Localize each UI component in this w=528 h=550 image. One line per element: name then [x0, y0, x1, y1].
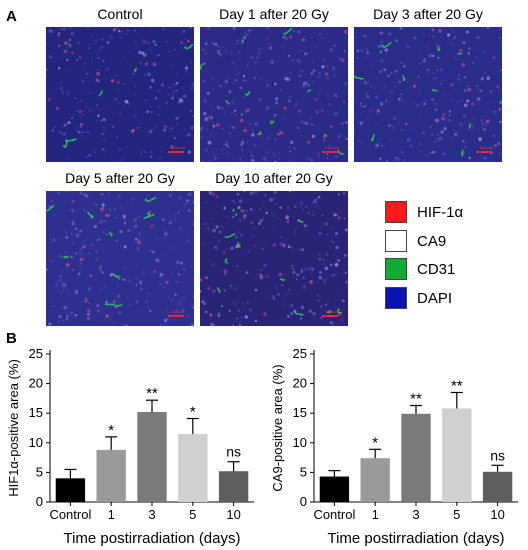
x-axis-title: Time postirradiation (days)	[327, 530, 504, 547]
legend-item-cd31: CD31	[385, 257, 455, 281]
image-title-control: Control	[97, 6, 143, 22]
x-tick-label: 1	[108, 507, 115, 522]
ca9-bar-chart: 0 5 10 15 20 25 Control 1 * 3 ** 5 ** 10 ns CA9-positiv…	[270, 346, 518, 547]
micrograph-day10: 100 μm	[200, 191, 348, 326]
significance-label: **	[146, 385, 158, 402]
x-tick-label: Control	[49, 507, 91, 522]
legend-label-hif1a: HIF-1α	[417, 203, 464, 221]
legend-item-dapi: DAPI	[385, 286, 452, 310]
x-tick-label: 10	[226, 507, 240, 522]
significance-label: ns	[226, 444, 241, 460]
legend-swatch-hif1a	[385, 201, 407, 223]
legend-label-cd31: CD31	[417, 260, 456, 278]
legend-label-dapi: DAPI	[417, 289, 453, 307]
image-title-day5: Day 5 after 20 Gy	[65, 170, 175, 186]
significance-label: *	[372, 434, 378, 451]
x-tick-label: 3	[148, 507, 155, 522]
image-title-day3: Day 3 after 20 Gy	[373, 6, 483, 22]
micrograph-texture	[354, 27, 502, 162]
bar	[319, 476, 350, 502]
micrograph-texture	[200, 27, 348, 162]
legend-label-ca9: CA9	[417, 232, 447, 250]
y-tick-label: 10	[293, 435, 307, 450]
micrograph-day5: 100 μm	[46, 191, 194, 326]
image-title-day1: Day 1 after 20 Gy	[219, 6, 329, 22]
y-tick-label: 20	[29, 376, 43, 391]
significance-label: **	[451, 377, 463, 394]
bar	[360, 458, 390, 502]
x-tick-label: 5	[453, 507, 460, 522]
y-tick-label: 25	[29, 346, 43, 361]
legend-swatch-cd31	[385, 258, 407, 280]
x-tick-label: Control	[313, 507, 355, 522]
hif1a-bar-chart: 0 5 10 15 20 25 Control 1 * 3 ** 5 * 10 ns HIF1α-positi…	[6, 346, 254, 547]
y-tick-label: 5	[36, 464, 43, 479]
y-tick-label: 15	[29, 405, 43, 420]
micrograph-day3: 100 μm	[354, 27, 502, 162]
micrograph-day1: 100 μm	[200, 27, 348, 162]
panel-b-label: B	[6, 330, 17, 347]
significance-label: *	[190, 404, 196, 421]
x-tick-label: 10	[490, 507, 504, 522]
bar	[137, 412, 167, 502]
legend-swatch-dapi	[385, 287, 407, 309]
y-tick-label: 20	[293, 376, 307, 391]
y-tick-label: 5	[300, 464, 307, 479]
micrograph-texture	[200, 191, 348, 326]
legend-item-ca9: CA9	[385, 229, 446, 253]
micrograph-control: 100 μm	[46, 27, 194, 162]
x-tick-label: 1	[372, 507, 379, 522]
micrograph-texture	[46, 27, 194, 162]
significance-label: **	[410, 391, 422, 408]
micrograph-texture	[46, 191, 194, 326]
bar	[401, 413, 431, 502]
x-tick-label: 3	[412, 507, 419, 522]
bar	[178, 433, 208, 502]
legend-item-hif1a: HIF-1α	[385, 200, 463, 224]
x-axis-title: Time postirradiation (days)	[63, 530, 240, 547]
y-tick-label: 10	[29, 435, 43, 450]
y-axis-title: HIF1α-positive area (%)	[6, 359, 21, 497]
y-tick-label: 15	[293, 405, 307, 420]
bar	[55, 478, 86, 502]
y-axis-title: CA9-positive area (%)	[270, 364, 285, 491]
y-tick-label: 0	[300, 494, 307, 509]
y-tick-label: 25	[293, 346, 307, 361]
image-title-day10: Day 10 after 20 Gy	[215, 170, 333, 186]
bar	[442, 408, 472, 502]
y-tick-label: 0	[36, 494, 43, 509]
significance-label: *	[108, 422, 114, 439]
bar	[218, 471, 249, 502]
legend-swatch-ca9	[385, 230, 407, 252]
bar	[96, 449, 126, 502]
bar	[482, 471, 513, 502]
x-tick-label: 5	[189, 507, 196, 522]
significance-label: ns	[490, 447, 505, 463]
panel-a-label: A	[6, 8, 17, 25]
